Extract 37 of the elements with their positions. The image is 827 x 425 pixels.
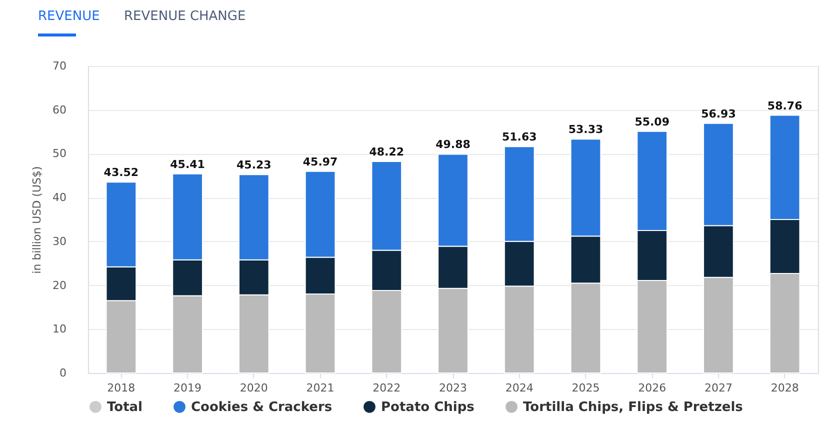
legend-label: Total (107, 400, 143, 415)
total-label: 45.97 (302, 155, 338, 168)
legend-label: Cookies & Crackers (191, 400, 332, 415)
y-axis-title: in billion USD (US$) (30, 166, 44, 274)
y-tick-label: 30 (52, 234, 66, 248)
y-tick-label: 0 (60, 366, 66, 380)
total-label: 58.76 (767, 99, 803, 112)
x-tick-label: 2018 (107, 382, 136, 394)
total-label: 49.88 (436, 138, 470, 152)
total-label: 43.52 (104, 166, 139, 180)
x-tick-label: 2027 (704, 382, 732, 394)
x-tick-label: 2019 (174, 382, 202, 394)
x-tick-label: 2022 (372, 382, 401, 394)
y-tick-label: 60 (52, 103, 66, 116)
x-tick-label: 2020 (240, 382, 268, 394)
x-tick-label: 2023 (439, 382, 467, 394)
y-tick-label: 70 (52, 60, 66, 72)
total-label: 51.63 (502, 130, 537, 144)
text: REVENUE (38, 9, 100, 24)
total-label: 45.41 (170, 158, 205, 171)
x-tick-label: 2028 (770, 382, 799, 394)
text: REVENUE CHANGE (124, 9, 246, 24)
x-tick-label: 2021 (306, 382, 334, 394)
total-label: 53.33 (568, 123, 604, 136)
total-label: 45.23 (236, 158, 272, 172)
x-tick-label: 2025 (572, 382, 600, 394)
total-label: 48.22 (369, 146, 404, 159)
legend-label: Potato Chips (381, 400, 475, 415)
x-tick-label: 2026 (638, 382, 666, 394)
legend-label: Tortilla Chips, Flips & Pretzels (523, 400, 744, 415)
total-label: 56.93 (701, 107, 736, 120)
y-tick-label: 20 (52, 278, 66, 292)
y-tick-label: 40 (52, 191, 66, 204)
y-tick-label: 50 (52, 147, 66, 160)
total-label: 55.09 (634, 115, 670, 128)
y-tick-label: 10 (52, 322, 66, 336)
x-tick-label: 2024 (505, 382, 534, 394)
